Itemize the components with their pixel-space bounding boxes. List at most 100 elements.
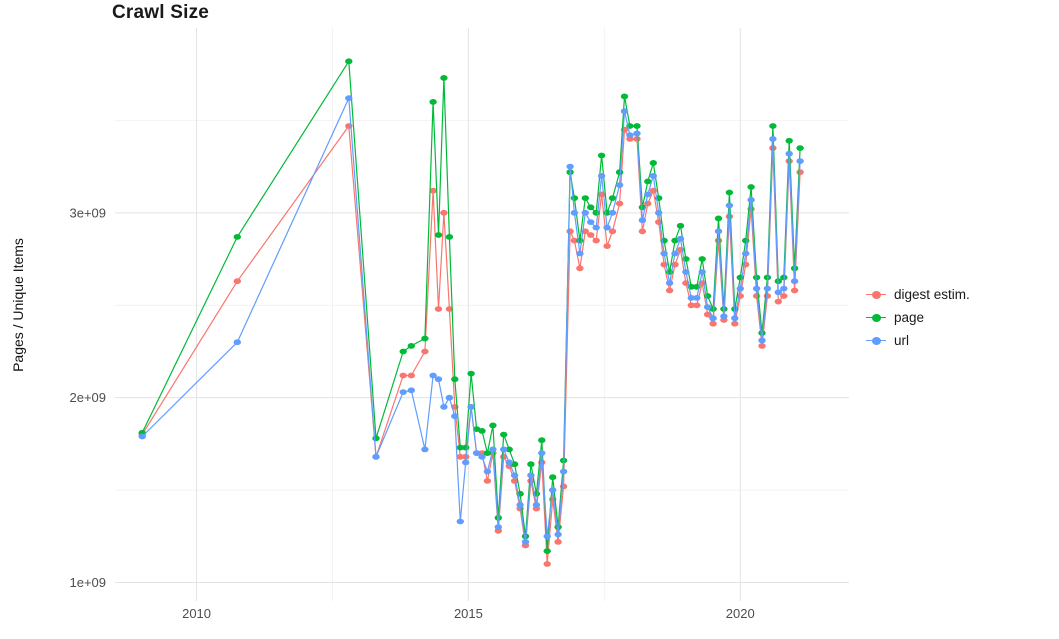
legend-label-digest: digest estim. <box>894 287 970 302</box>
data-point <box>649 160 657 166</box>
series-line <box>141 125 801 565</box>
data-point <box>698 269 706 275</box>
legend-label-url: url <box>894 333 910 348</box>
data-point <box>554 524 562 530</box>
data-point <box>399 348 407 355</box>
data-point <box>554 539 562 545</box>
data-point <box>467 370 475 377</box>
data-point <box>527 472 535 479</box>
data-point <box>559 468 568 475</box>
data-point <box>483 478 492 484</box>
data-point <box>233 278 241 285</box>
data-point <box>687 295 695 301</box>
x-tick-label: 2015 <box>454 606 483 621</box>
data-point <box>233 339 241 346</box>
data-point <box>660 237 668 244</box>
data-point <box>233 234 241 240</box>
gridlines <box>115 28 849 601</box>
data-point <box>472 450 481 456</box>
data-point <box>660 250 668 257</box>
data-point <box>500 431 508 438</box>
data-point <box>698 256 706 262</box>
data-point <box>570 209 579 216</box>
data-point <box>780 285 788 292</box>
data-point <box>603 243 611 250</box>
data-point <box>543 548 551 554</box>
data-point <box>570 237 579 244</box>
data-point <box>592 224 600 231</box>
y-axis-title: Pages / Unique Items <box>10 238 26 372</box>
data-point <box>709 315 717 322</box>
data-point <box>399 372 407 379</box>
data-point <box>785 150 793 157</box>
data-point <box>638 228 647 235</box>
data-point <box>345 95 353 102</box>
y-tick-label: 2e+09 <box>69 390 106 405</box>
x-axis-tick-labels: 2010 2015 2020 <box>182 606 755 621</box>
data-point <box>687 302 695 309</box>
data-point <box>445 306 454 312</box>
data-point <box>703 311 712 318</box>
data-point <box>489 446 497 453</box>
data-point <box>747 197 755 203</box>
data-point <box>752 274 761 281</box>
data-point <box>467 404 475 410</box>
data-point <box>483 450 492 456</box>
legend-item-digest-estim: digest estim. <box>866 287 970 302</box>
data-point <box>489 422 497 429</box>
data-point <box>649 173 657 179</box>
data-point <box>421 348 429 355</box>
data-point <box>456 453 464 460</box>
data-point <box>592 209 600 216</box>
series-line <box>141 60 801 552</box>
y-tick-label: 3e+09 <box>69 205 106 220</box>
data-point <box>608 228 617 235</box>
data-point <box>731 320 739 327</box>
data-point <box>429 372 437 379</box>
data-point <box>576 250 584 257</box>
data-point <box>597 152 606 159</box>
data-point <box>478 453 486 460</box>
data-point <box>703 304 712 310</box>
data-point <box>714 228 723 235</box>
data-point <box>505 446 513 453</box>
series-url <box>138 95 804 545</box>
data-point <box>592 237 600 244</box>
data-point <box>538 437 546 444</box>
legend-item-page: page <box>866 310 970 325</box>
data-point <box>769 136 777 142</box>
data-point <box>758 330 766 336</box>
data-point <box>603 224 611 231</box>
data-point <box>774 298 782 305</box>
data-point <box>597 173 606 179</box>
data-point <box>434 306 443 312</box>
data-point <box>566 163 574 170</box>
chart-title: Crawl Size <box>112 2 210 23</box>
data-point <box>714 215 723 222</box>
y-axis-tick-labels: 1e+09 2e+09 3e+09 <box>69 205 106 590</box>
data-point <box>644 178 652 185</box>
data-point <box>644 191 652 198</box>
data-point <box>456 518 464 525</box>
data-point <box>785 137 793 144</box>
data-point <box>693 302 701 309</box>
data-point <box>587 232 595 238</box>
data-point <box>527 461 535 468</box>
data-point <box>456 444 464 451</box>
data-point <box>576 265 584 272</box>
data-point <box>796 145 804 152</box>
legend-key-digest-icon <box>866 288 886 302</box>
data-point <box>516 502 524 508</box>
data-point <box>587 204 595 211</box>
data-point <box>742 250 750 257</box>
data-point <box>429 187 437 194</box>
data-point <box>638 217 647 224</box>
data-point <box>445 394 454 401</box>
data-point <box>665 287 674 294</box>
data-point <box>796 158 804 165</box>
legend-key-url-icon <box>866 334 886 348</box>
data-point <box>758 343 766 349</box>
data-point <box>429 99 437 105</box>
series-line <box>141 97 801 543</box>
